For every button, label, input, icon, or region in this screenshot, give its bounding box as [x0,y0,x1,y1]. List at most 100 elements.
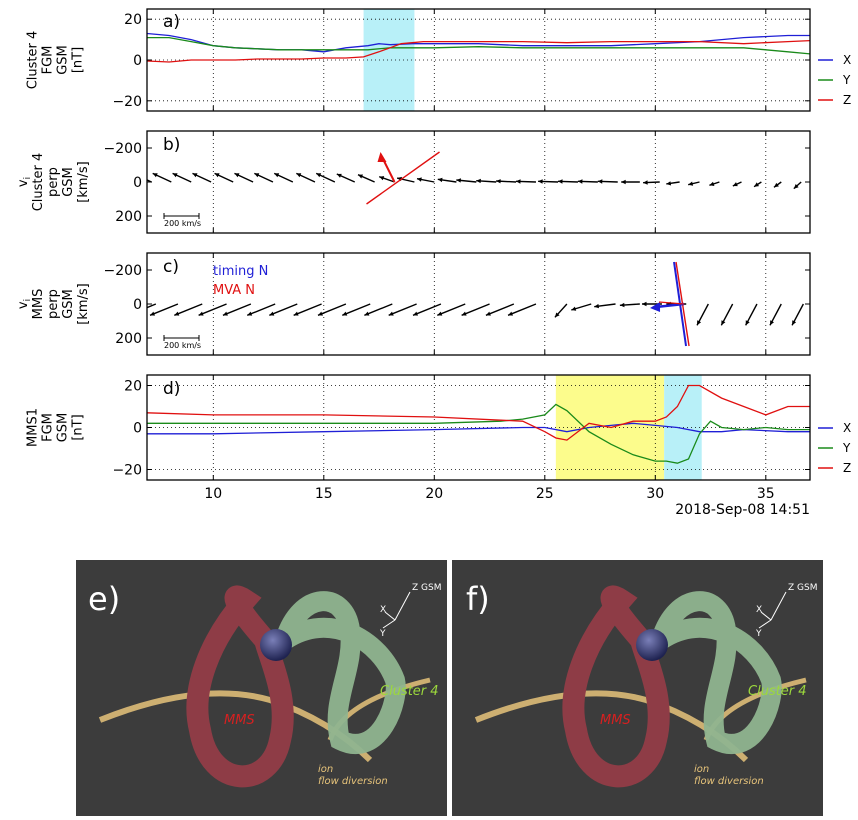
panel-a-ylabel-0: Cluster 4 [26,31,41,90]
panel-label-a: a) [163,12,180,32]
panel-d-series [147,384,810,464]
panel-b-vector-head-11 [358,174,363,179]
scale-bar-b: 200 km/s [163,213,201,228]
legend-a: X Y Z [818,53,851,107]
panel-b-vector-head-8 [296,173,302,178]
panel-c-vector-16 [507,303,537,316]
legend-a-y: Y [842,73,851,87]
panel-c-vector-head-23 [697,320,702,326]
render-e-earth [260,629,292,661]
panel-c-vector-head-15 [485,311,491,316]
panel-d-ytick-label-0: 20 [124,379,142,395]
panel-label-e: e) [88,580,120,618]
render-e-ion-label-2: flow diversion [318,776,388,787]
panel-b-vector-head-20 [538,179,543,184]
panel-b-vector-head-15 [437,177,443,183]
panel-label-f: f) [466,580,490,618]
panel-b-vector-head-28 [709,181,715,186]
panel-c-vector-head-19 [594,303,599,309]
panel-c-ylabel-3: GSM [61,289,76,319]
legend-d-x: X [843,421,851,435]
panel-a-series-z [147,39,810,63]
panel-d-ylabel-0: MMS1 [26,408,41,447]
panel-d-field-mms1: 20 0 −20 10 15 20 25 30 35 MMS1 FGM GSM [nT] [26,374,811,502]
scale-bar-c: 200 km/s [163,335,201,350]
panel-b-ylabel-1: Cluster 4 [31,153,46,212]
legend-d-z: Z [843,461,851,475]
panel-c-ylabel-4: [km/s] [76,283,91,325]
panel-c-vector-head-4 [222,311,228,316]
panel-b-frame [146,130,811,234]
render-e: e) MMS Cluster 4 ion flow diversion Z GS… [76,560,447,816]
panel-a-series [147,32,810,63]
panel-label-d: d) [163,379,180,399]
panel-a-ytick-label-1: 0 [133,53,142,69]
render-e-cluster4-label: Cluster 4 [380,684,439,699]
panel-c-vector-head-12 [413,311,418,316]
panel-d-ylabel-1: FGM [41,413,56,442]
panel-b-vector-head-25 [643,180,648,185]
render-f-cluster4-label: Cluster 4 [748,684,807,699]
panel-c-vector-11 [388,303,417,316]
panel-b-vector-head-3 [192,173,198,178]
render-e-axes-triad [382,591,411,629]
panel-b-vectors [147,151,802,205]
render-f: f) MMS Cluster 4 ion flow diversion Z GS… [452,560,823,816]
render-f-ion-label-1: ion [694,764,709,775]
panel-c-vector-head-21 [642,301,647,307]
render-e-red-tube [186,585,294,788]
panel-c-vector-head-3 [198,311,204,316]
panel-c-vector-7 [293,303,322,316]
panel-c-ytick-label-0: −200 [104,263,142,279]
panel-a-series-y [147,36,810,55]
panel-a-ylabel-2: GSM [56,45,71,75]
panel-b-ytick-label-1: 0 [133,175,142,191]
panel-b-vector-head-19 [516,179,521,184]
panel-d-ylabel-2: GSM [56,413,71,443]
legend-d-y: Y [842,441,851,455]
panel-d-xtick-label-4: 30 [646,486,664,502]
render-f-red-tube [562,585,670,788]
panel-c-vector-15 [485,303,515,316]
panel-label-b: b) [163,135,180,155]
panel-a-ylabel-3: [nT] [71,47,86,73]
panel-c-vector-head-7 [293,311,299,316]
panel-c-vector-head-17 [554,312,560,318]
panel-b-vector-head-31 [774,182,779,188]
panel-c-vectors [147,261,804,347]
panel-a-ylabel-1: FGM [41,46,56,75]
legend-a-z: Z [843,93,851,107]
timestamp-label: 2018-Sep-08 14:51 [675,502,810,518]
panel-c-timing-normal [655,302,685,309]
panel-d-series-x [147,422,810,435]
panel-b-boundary-line [366,151,440,205]
panel-c-vector-head-26 [770,320,774,326]
panel-d-ytick-label-2: −20 [112,463,142,479]
scale-bar-b-label: 200 km/s [164,219,201,228]
panel-a-ytick-label-0: 20 [124,12,142,28]
panel-c-mva-normal [658,301,685,305]
panel-c-vector-12 [412,303,442,316]
panel-a-shade-0 [363,9,415,111]
render-e-ion-label-1: ion [318,764,333,775]
panel-d-series-y [147,403,810,464]
panel-b-vector-head-26 [666,181,672,186]
render-e-zgsm: Z GSM [412,583,441,593]
render-f-x-axis: X [756,605,762,615]
panel-c-ylabel-1: MMS [31,289,46,320]
scale-bar-c-label: 200 km/s [164,341,201,350]
panel-c-vector-9 [342,303,371,316]
panel-b-vector-head-2 [172,173,178,178]
panel-d-xtick-label-2: 20 [425,486,443,502]
panel-b-vector-head-6 [254,173,260,178]
render-f-green-tube [651,591,782,754]
panel-b-vector-head-4 [214,173,220,178]
panel-d-xtick-label-0: 10 [204,486,222,502]
panel-c-vector-head-2 [174,311,180,316]
render-e-y-axis: Y [379,629,386,639]
panel-b-vector-head-5 [234,173,240,178]
panel-c-ylabel-2: perp [46,289,61,319]
panel-c-vector-6 [269,303,298,316]
